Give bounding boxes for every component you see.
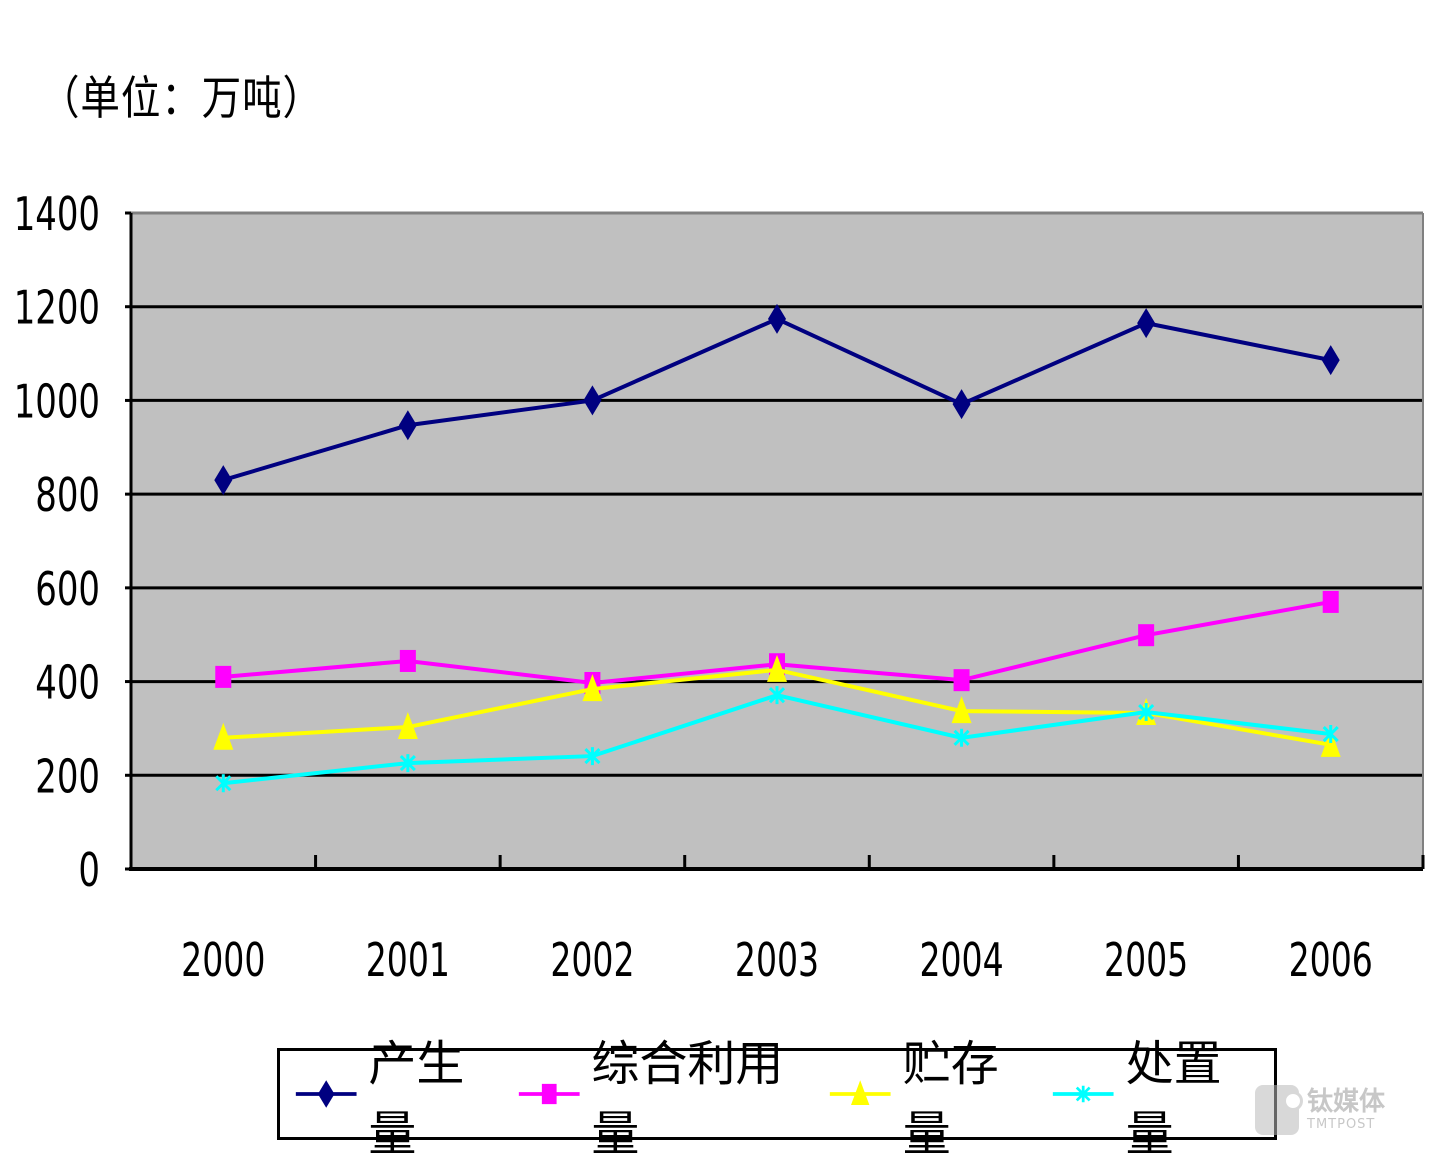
x-tick-label: 2006 bbox=[1289, 933, 1373, 987]
y-tick-label: 800 bbox=[35, 468, 100, 522]
legend: 产生量 综合利用量 贮存量 处置量 bbox=[277, 1036, 1277, 1162]
watermark-en: TMTPOST bbox=[1307, 1117, 1376, 1132]
data-series bbox=[213, 303, 1341, 793]
tmtpost-logo-icon bbox=[1255, 1085, 1303, 1135]
series-0 bbox=[214, 303, 1340, 496]
triangle-marker-icon bbox=[830, 1080, 891, 1106]
y-tick-label: 200 bbox=[35, 750, 100, 804]
x-tick-label: 2002 bbox=[550, 933, 634, 987]
x-tick-label: 2001 bbox=[366, 933, 450, 987]
legend-item-storage: 贮存量 bbox=[828, 1024, 1035, 1164]
legend-label: 产生量 bbox=[368, 1036, 465, 1162]
legend-item-disposal: 处置量 bbox=[1051, 1024, 1258, 1164]
diamond-marker-icon bbox=[295, 1080, 357, 1108]
watermark: 钛媒体 TMTPOST bbox=[1255, 1080, 1435, 1140]
y-tick-label: 600 bbox=[35, 562, 100, 616]
x-tick-label: 2005 bbox=[1104, 933, 1188, 987]
legend-item-utilization: 综合利用量 bbox=[517, 1024, 812, 1164]
watermark-cn: 钛媒体 bbox=[1307, 1087, 1386, 1117]
unit-label: （单位：万吨） bbox=[40, 71, 323, 125]
legend-label: 综合利用量 bbox=[591, 1036, 784, 1162]
axes bbox=[129, 211, 1424, 871]
y-tick-label: 400 bbox=[35, 656, 100, 710]
series-3 bbox=[215, 686, 1339, 793]
legend-label: 处置量 bbox=[1125, 1036, 1222, 1162]
y-tick-label: 0 bbox=[78, 843, 100, 897]
y-tick-label: 1000 bbox=[14, 375, 100, 429]
x-tick-label: 2004 bbox=[919, 933, 1003, 987]
x-marker-icon bbox=[1053, 1085, 1114, 1103]
legend-label: 贮存量 bbox=[902, 1036, 999, 1162]
y-tick-label: 1400 bbox=[14, 187, 100, 241]
legend-item-production: 产生量 bbox=[294, 1024, 501, 1164]
x-tick-label: 2003 bbox=[735, 933, 819, 987]
square-marker-icon bbox=[518, 1083, 580, 1105]
y-axis-ticks: 0 200 400 600 800 1000 1200 1400 bbox=[14, 187, 131, 897]
x-tick-label: 2000 bbox=[181, 933, 265, 987]
x-axis-ticks: 2000 2001 2002 2003 2004 2005 2006 bbox=[181, 855, 1425, 987]
y-tick-label: 1200 bbox=[14, 281, 100, 335]
